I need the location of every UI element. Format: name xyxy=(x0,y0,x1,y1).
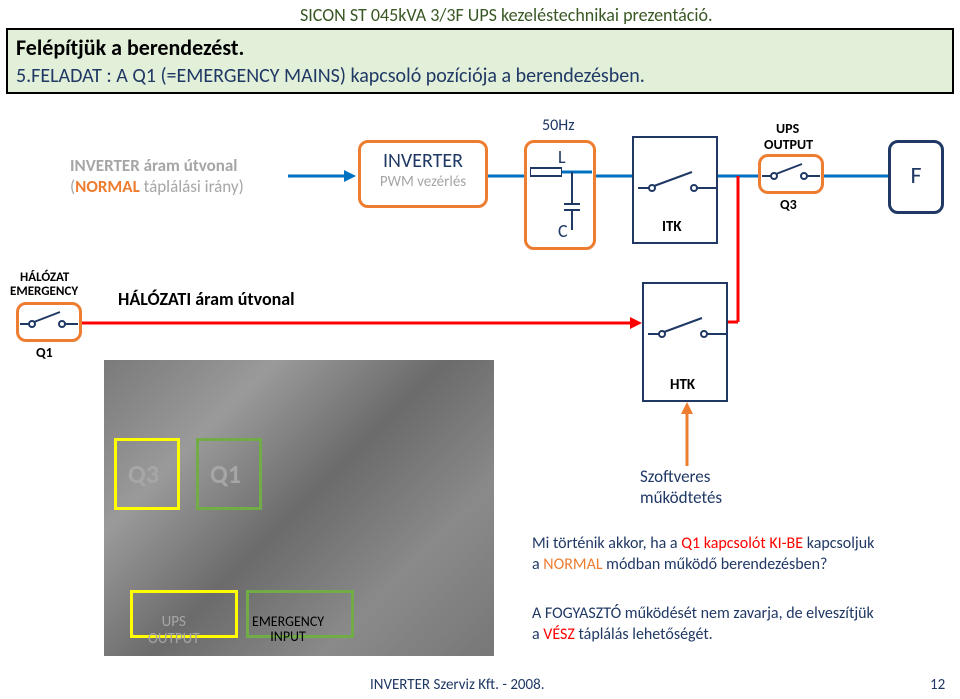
inverter-path-label: INVERTER áram útvonal (NORMAL táplálási … xyxy=(70,155,244,197)
title-line2: 5.FELADAT : A Q1 (=EMERGENCY MAINS) kapc… xyxy=(16,64,645,88)
b1e: NORMAL xyxy=(543,555,606,574)
mains-path-label: HÁLÓZATI áram útvonal xyxy=(118,288,295,310)
title-bar: Felépítjük a berendezést. 5.FELADAT : A … xyxy=(6,28,954,94)
inv-path-l2b: NORMAL xyxy=(75,176,140,197)
itk-label: ITK xyxy=(662,218,682,236)
htk-box: HTK xyxy=(642,282,728,402)
inverter-box: INVERTER PWM vezérlés xyxy=(358,140,488,208)
b1b: Q1 kapcsolót KI-BE xyxy=(681,534,806,553)
em-q1: Q1 xyxy=(36,344,53,361)
em-l2: EMERGENCY xyxy=(10,284,78,299)
line-inv-lc xyxy=(488,170,524,182)
ups-out-pl1: UPS xyxy=(148,614,200,631)
itk-box: ITK xyxy=(632,136,718,244)
inv-path-l1: INVERTER áram útvonal xyxy=(70,155,237,176)
em-in-pl1: EMERGENCY xyxy=(252,614,324,629)
em-in-photo-label: EMERGENCY INPUT xyxy=(252,614,324,645)
lc-freq: 50Hz xyxy=(542,116,575,135)
lc-l: L xyxy=(558,146,566,168)
slide: SICON ST 045kVA 3/3F UPS kezeléstechnika… xyxy=(0,0,960,699)
line-lc-itk xyxy=(596,170,632,182)
line-q3-f xyxy=(824,170,888,182)
b2b: a xyxy=(532,625,543,644)
b2d: táplálás lehetőségét. xyxy=(578,625,712,644)
pretitle: SICON ST 045kVA 3/3F UPS kezeléstechnika… xyxy=(300,4,713,26)
b2a: A FOGYASZTÓ működését nem zavarja, de el… xyxy=(532,604,874,623)
arrow-soft xyxy=(680,402,694,466)
b1c: kapcsoljuk xyxy=(807,534,875,553)
soft-l2: működtetés xyxy=(640,487,722,508)
lc-c: C xyxy=(558,220,568,242)
title-line1: Felépítjük a berendezést. xyxy=(16,34,244,61)
line-q1-htk xyxy=(82,316,642,330)
soft-l1: Szoftveres xyxy=(640,466,722,487)
b1a: Mi történik akkor, ha a xyxy=(532,534,681,553)
ups-out-l1: UPS xyxy=(776,120,799,137)
page-number: 12 xyxy=(930,676,945,694)
inverter-box-l1: INVERTER xyxy=(361,149,485,173)
arrow-to-inverter xyxy=(288,168,356,184)
q3-photo-label: Q3 xyxy=(128,458,159,490)
body-text-2: A FOGYASZTÓ működését nem zavarja, de el… xyxy=(532,604,952,646)
f-box: F xyxy=(888,140,944,214)
htk-label: HTK xyxy=(670,376,695,394)
b1d: a xyxy=(532,555,543,574)
line-htk-up xyxy=(728,176,748,326)
soft-label: Szoftveres működtetés xyxy=(640,466,722,508)
inverter-box-l2: PWM vezérlés xyxy=(361,173,485,191)
ups-out-pl2: OUTPUT xyxy=(148,631,200,648)
body-text-1: Mi történik akkor, ha a Q1 kapcsolót KI-… xyxy=(532,534,952,576)
ups-out-photo-label: UPS OUTPUT xyxy=(148,614,200,647)
q1-photo-label: Q1 xyxy=(210,458,241,490)
inv-path-l2c: táplálási irány) xyxy=(140,176,244,197)
b1f: módban működő berendezésben? xyxy=(606,555,827,574)
em-in-pl2: INPUT xyxy=(252,629,324,644)
f-label: F xyxy=(891,161,941,190)
footer-text: INVERTER Szerviz Kft. - 2008. xyxy=(370,676,545,694)
ups-out-l2: OUTPUT xyxy=(764,136,813,153)
em-l1: HÁLÓZAT xyxy=(20,270,69,285)
ups-out-q3: Q3 xyxy=(780,196,797,213)
b2c: VÉSZ xyxy=(543,625,578,644)
